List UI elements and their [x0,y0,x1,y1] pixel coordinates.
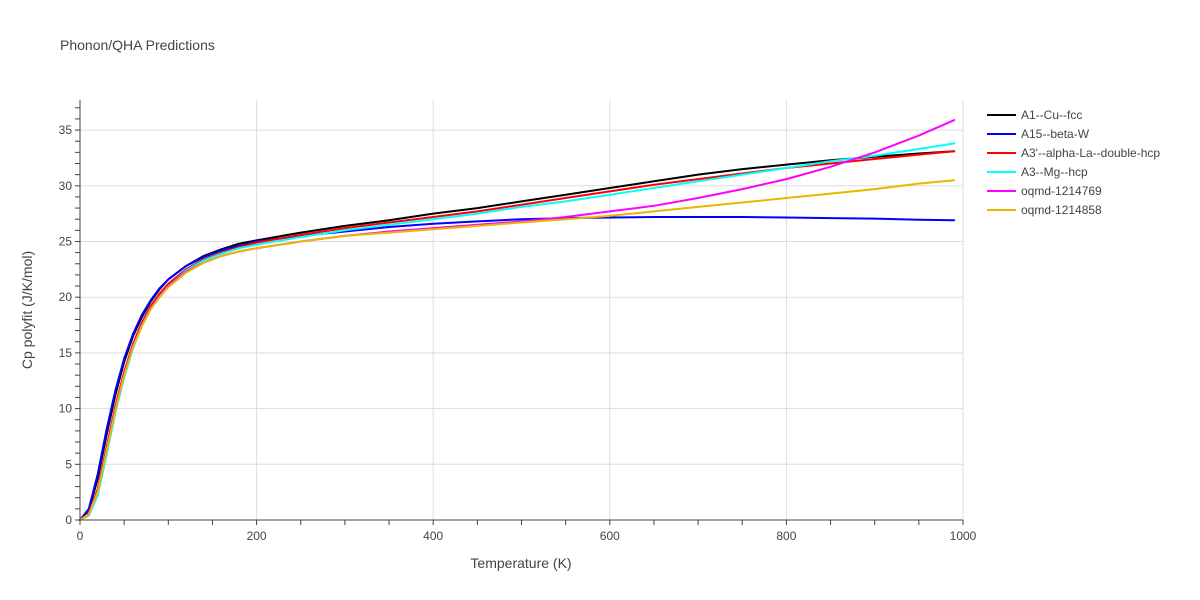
legend-label: A3'--alpha-La--double-hcp [1021,146,1160,160]
legend-item[interactable]: A15--beta-W [987,127,1090,141]
series-line [79,142,956,521]
legend-item[interactable]: oqmd-1214858 [987,203,1102,217]
legend-label: oqmd-1214858 [1021,203,1102,217]
legend-item[interactable]: A1--Cu--fcc [987,108,1082,122]
series-line [79,179,956,521]
y-tick-label: 15 [59,346,73,360]
legend-label: A15--beta-W [1021,127,1090,141]
y-tick-label: 30 [59,179,73,193]
x-axis-title: Temperature (K) [470,555,571,571]
series-line [79,150,956,521]
legend-label: oqmd-1214769 [1021,184,1102,198]
x-tick-label: 1000 [950,529,977,543]
x-tick-label: 400 [423,529,443,543]
series-lines [79,119,956,521]
y-tick-label: 35 [59,123,73,137]
x-tick-label: 600 [600,529,620,543]
legend-item[interactable]: oqmd-1214769 [987,184,1102,198]
x-tick-label: 200 [247,529,267,543]
legend-item[interactable]: A3--Mg--hcp [987,165,1088,179]
axes [75,100,964,525]
y-axis-title: Cp polyfit (J/K/mol) [19,251,35,369]
series-line [79,216,956,521]
grid-lines [80,100,964,520]
legend-item[interactable]: A3'--alpha-La--double-hcp [987,146,1160,160]
y-tick-label: 5 [65,457,72,471]
legend[interactable]: A1--Cu--fcc A15--beta-W A3'--alpha-La--dou… [987,108,1160,217]
legend-label: A1--Cu--fcc [1021,108,1082,122]
tick-labels: 0 200 400 600 800 1000 0 5 10 15 20 25 30 35 [59,123,977,543]
y-tick-label: 0 [65,513,72,527]
series-line [79,119,956,521]
x-tick-label: 0 [77,529,84,543]
y-tick-label: 20 [59,290,73,304]
x-tick-label: 800 [776,529,796,543]
legend-label: A3--Mg--hcp [1021,165,1088,179]
y-tick-label: 10 [59,402,73,416]
y-tick-label: 25 [59,234,73,248]
chart-title: Phonon/QHA Predictions [60,37,215,53]
